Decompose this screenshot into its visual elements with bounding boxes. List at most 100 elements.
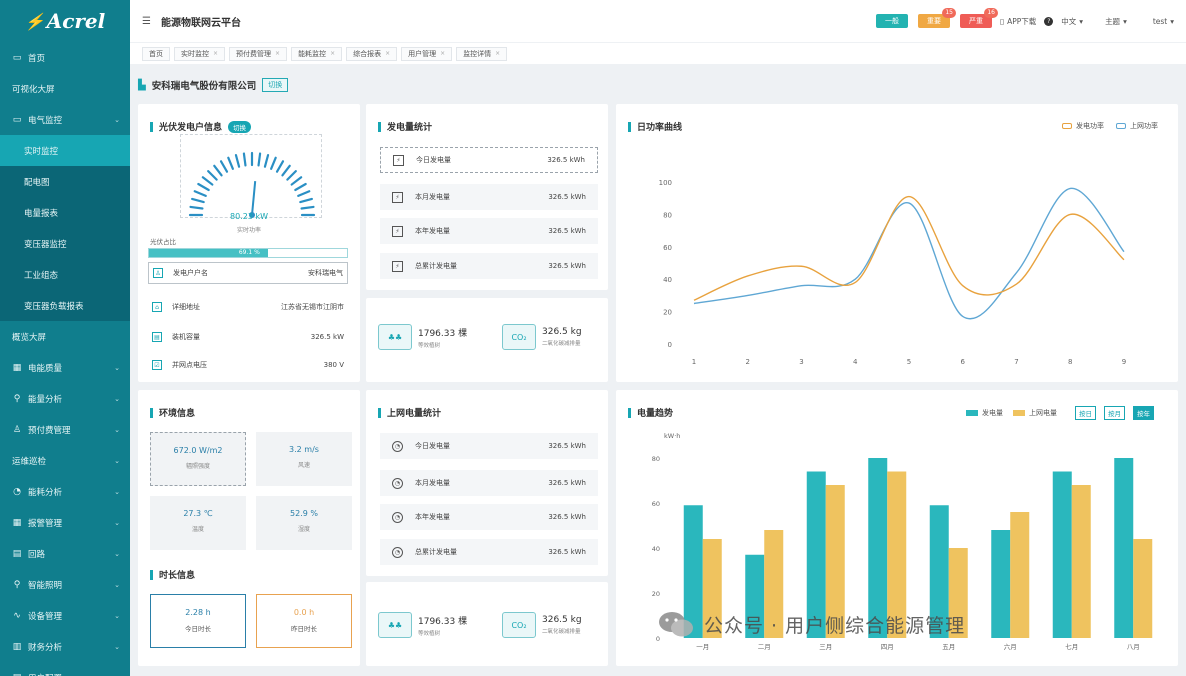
close-icon[interactable]: × <box>275 49 281 57</box>
stat-value: 326.5 kWh <box>548 262 586 270</box>
tree-value: 1796.33 棵 <box>418 616 468 627</box>
page-tab[interactable]: 首页 <box>142 46 170 61</box>
range-button[interactable]: 按日 <box>1075 406 1096 420</box>
close-icon[interactable]: × <box>440 49 446 57</box>
power-trend-title: 电量趋势 <box>637 409 674 419</box>
sidebar-item[interactable]: ▦ 报警管理 ⌄ <box>0 507 130 538</box>
alarm-level-tag[interactable]: 重要 15 <box>917 8 956 28</box>
sidebar-item-label: 工业组态 <box>24 270 59 281</box>
bar-gen[interactable] <box>868 458 888 638</box>
chevron-down-icon: ⌄ <box>114 487 120 496</box>
close-icon[interactable]: × <box>385 49 391 57</box>
sidebar-item[interactable]: ⚲ 能量分析 ⌄ <box>0 383 130 414</box>
menu-toggle-icon[interactable]: ☰ <box>142 15 151 27</box>
bar-gen[interactable] <box>806 471 826 639</box>
theme-select[interactable]: 主题 ▾ <box>1105 16 1127 27</box>
sidebar-item[interactable]: ▥ 财务分析 ⌄ <box>0 631 130 662</box>
chevron-down-icon: ⌄ <box>114 611 120 620</box>
bar-gen[interactable] <box>991 530 1011 638</box>
page-tab[interactable]: 用户管理 × <box>401 46 453 61</box>
sidebar-item[interactable]: ⚲ 智能照明 ⌄ <box>0 569 130 600</box>
alarm-level-tag[interactable]: 严重 16 <box>959 8 998 28</box>
legend-item-grid[interactable]: 上网功率 <box>1116 121 1158 131</box>
bar-grid[interactable] <box>702 539 722 638</box>
chart-icon: ◔ <box>13 486 21 497</box>
sidebar-item[interactable]: ▤ 用户配置 ⌄ <box>0 662 130 676</box>
legend-item-grid[interactable]: 上网电量 <box>1013 408 1057 418</box>
gauge-tick <box>189 205 204 210</box>
sidebar-item[interactable]: ♙ 预付费管理 ⌄ <box>0 414 130 445</box>
power-icon: ⚡ <box>392 225 403 237</box>
bar-grid[interactable] <box>825 485 845 638</box>
sidebar-item[interactable]: 可视化大屏 <box>0 73 130 104</box>
legend-item-gen[interactable]: 发电功率 <box>1062 121 1104 131</box>
bar-grid[interactable] <box>764 530 784 638</box>
sidebar-item[interactable]: ▭ 电气监控 ⌄ <box>0 104 130 135</box>
bar-gen[interactable] <box>745 554 765 638</box>
sidebar-item[interactable]: ▭ 首页 <box>0 42 130 73</box>
bar-grid[interactable] <box>948 548 968 638</box>
range-button[interactable]: 按月 <box>1104 406 1125 420</box>
close-icon[interactable]: × <box>495 49 501 57</box>
bar-gen[interactable] <box>683 505 703 638</box>
help-button[interactable]: ? <box>1044 16 1054 26</box>
sidebar-item[interactable]: 运维巡检 ⌄ <box>0 445 130 476</box>
env-value: 3.2 m/s <box>289 445 319 454</box>
power-gauge <box>180 134 322 218</box>
page-tab[interactable]: 能耗监控 × <box>291 46 343 61</box>
daily-curve-title: 日功率曲线 <box>637 123 683 133</box>
sidebar-item[interactable]: 变压器监控 <box>0 228 130 259</box>
close-icon[interactable]: × <box>213 49 219 57</box>
sidebar-item[interactable]: 变压器负载报表 <box>0 290 130 321</box>
page-tab[interactable]: 实时监控 × <box>174 46 226 61</box>
page-tab[interactable]: 综合报表 × <box>346 46 398 61</box>
sidebar-item[interactable]: ◔ 能耗分析 ⌄ <box>0 476 130 507</box>
range-button[interactable]: 按年 <box>1133 406 1154 420</box>
sidebar-item[interactable]: 电量报表 <box>0 197 130 228</box>
doc-icon: ▤ <box>152 332 162 342</box>
top-header: ☰ 能源物联网云平台 一般 重要 15 严重 16 ▯ APP下载 ? 中文 ▾ 主题 ▾ t… <box>130 0 1186 42</box>
pv-switch-badge[interactable]: 切换 <box>228 120 252 133</box>
co2-reduction: CO₂ 326.5 kg 二氧化碳减排量 <box>502 612 582 638</box>
company-switch-button[interactable]: 切换 <box>262 78 289 92</box>
sidebar-item[interactable]: 配电图 <box>0 166 130 197</box>
legend-item-gen[interactable]: 发电量 <box>966 408 1003 418</box>
daily-power-curve-panel: 日功率曲线 发电功率 上网功率 0 20 40 60 80 100 1 2 3 4 5 6 7 8 9 <box>616 104 1178 382</box>
tab-label: 预付费管理 <box>236 49 272 58</box>
page-tab[interactable]: 预付费管理 × <box>229 46 288 61</box>
gauge-tick <box>294 182 307 192</box>
sidebar-item[interactable]: ▤ 回路 ⌄ <box>0 538 130 569</box>
bar-grid[interactable] <box>1071 485 1091 638</box>
y-tick-label: 0 <box>668 341 672 349</box>
bar-gen[interactable] <box>929 505 949 638</box>
bar-gen[interactable] <box>1052 471 1072 639</box>
app-download-button[interactable]: ▯ APP下载 <box>1000 16 1036 27</box>
alarm-level-tag[interactable]: 一般 <box>875 14 908 28</box>
tree-icon: ♣♣ <box>378 324 412 350</box>
sidebar-item[interactable]: 概览大屏 <box>0 321 130 352</box>
phone-icon: ▯ <box>999 16 1005 26</box>
sidebar-item-label: 运维巡检 <box>12 456 47 467</box>
sidebar-item[interactable]: 工业组态 <box>0 259 130 290</box>
stat-value: 326.5 kWh <box>548 479 586 487</box>
bar-grid[interactable] <box>887 471 907 639</box>
y-tick-label: 20 <box>663 309 672 317</box>
bar-grid[interactable] <box>1133 539 1153 638</box>
chevron-down-icon: ⌄ <box>114 674 120 676</box>
language-select[interactable]: 中文 ▾ <box>1061 16 1083 27</box>
stat-key: 总累计发电量 <box>415 548 457 556</box>
chevron-down-icon: ⌄ <box>114 580 120 589</box>
co2-value: 326.5 kg <box>542 327 582 337</box>
page-tab[interactable]: 监控详情 × <box>456 46 508 61</box>
tree-equivalent: ♣♣ 1796.33 棵等效植树 <box>378 612 467 638</box>
sidebar-item[interactable]: ∿ 设备管理 ⌄ <box>0 600 130 631</box>
bar-gen[interactable] <box>1114 458 1134 638</box>
pv-info-key: 发电户户名 <box>173 269 208 277</box>
sidebar-item[interactable]: 实时监控 <box>0 135 130 166</box>
stat-row: ⚡ 本月发电量 326.5 kWh <box>380 184 598 210</box>
user-menu[interactable]: test ▾ <box>1153 17 1174 26</box>
bar-grid[interactable] <box>1010 512 1030 638</box>
close-icon[interactable]: × <box>330 49 336 57</box>
sidebar-item[interactable]: ▦ 电能质量 ⌄ <box>0 352 130 383</box>
user-icon: ♙ <box>153 268 163 278</box>
